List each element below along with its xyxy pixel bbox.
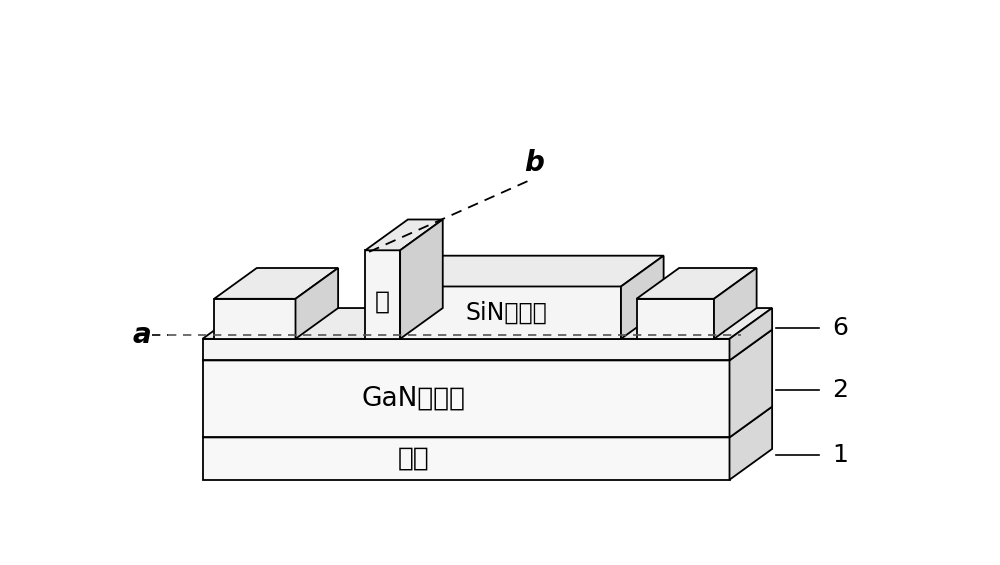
Polygon shape	[202, 339, 730, 360]
Text: GaN缓冲层: GaN缓冲层	[361, 386, 465, 412]
Polygon shape	[214, 299, 296, 339]
Polygon shape	[621, 256, 664, 339]
Text: 1: 1	[833, 444, 848, 467]
Text: 衬底: 衬底	[397, 446, 429, 472]
Text: a: a	[133, 321, 151, 349]
Polygon shape	[637, 268, 757, 299]
Polygon shape	[365, 219, 443, 250]
Polygon shape	[730, 407, 772, 480]
Polygon shape	[202, 329, 772, 360]
Polygon shape	[202, 407, 772, 437]
Polygon shape	[400, 219, 443, 339]
Polygon shape	[296, 268, 338, 339]
Text: 棵: 棵	[375, 290, 390, 314]
Polygon shape	[730, 329, 772, 437]
Polygon shape	[730, 308, 772, 360]
Text: b: b	[524, 149, 544, 177]
Polygon shape	[202, 437, 730, 480]
Polygon shape	[637, 299, 714, 339]
Polygon shape	[214, 268, 338, 299]
Polygon shape	[400, 286, 621, 339]
Text: 2: 2	[833, 377, 849, 402]
Polygon shape	[202, 360, 730, 437]
Polygon shape	[365, 250, 400, 339]
Polygon shape	[714, 268, 757, 339]
Polygon shape	[202, 308, 772, 339]
Text: 6: 6	[833, 316, 849, 340]
Text: SiN鐔化层: SiN鐔化层	[465, 301, 547, 325]
Polygon shape	[400, 256, 664, 286]
